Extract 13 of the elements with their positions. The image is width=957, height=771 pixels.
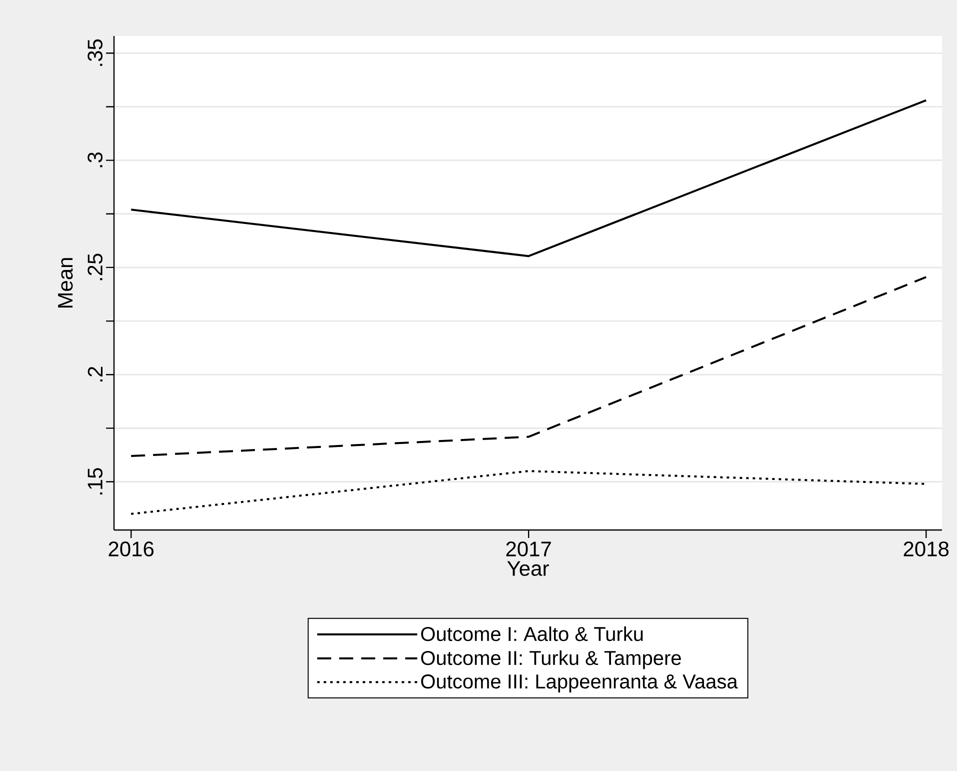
y-tick-label: .15 bbox=[88, 468, 103, 494]
y-tick-label: .3 bbox=[88, 152, 103, 168]
legend-label: Outcome III: Lappeenranta & Vaasa bbox=[421, 674, 738, 693]
y-axis-title: Mean bbox=[58, 258, 73, 308]
x-tick-label: 2016 bbox=[108, 542, 154, 556]
x-tick-label: 2018 bbox=[904, 542, 949, 556]
y-tick-label: .35 bbox=[88, 39, 103, 66]
x-tick-label: 2017 bbox=[506, 542, 551, 556]
legend-label: Outcome II: Turku & Tampere bbox=[421, 650, 681, 670]
y-tick-label: .25 bbox=[88, 254, 103, 280]
y-tick-label: .2 bbox=[88, 366, 103, 382]
legend-label: Outcome I: Aalto & Turku bbox=[421, 626, 643, 642]
x-axis-title: Year bbox=[507, 561, 549, 576]
